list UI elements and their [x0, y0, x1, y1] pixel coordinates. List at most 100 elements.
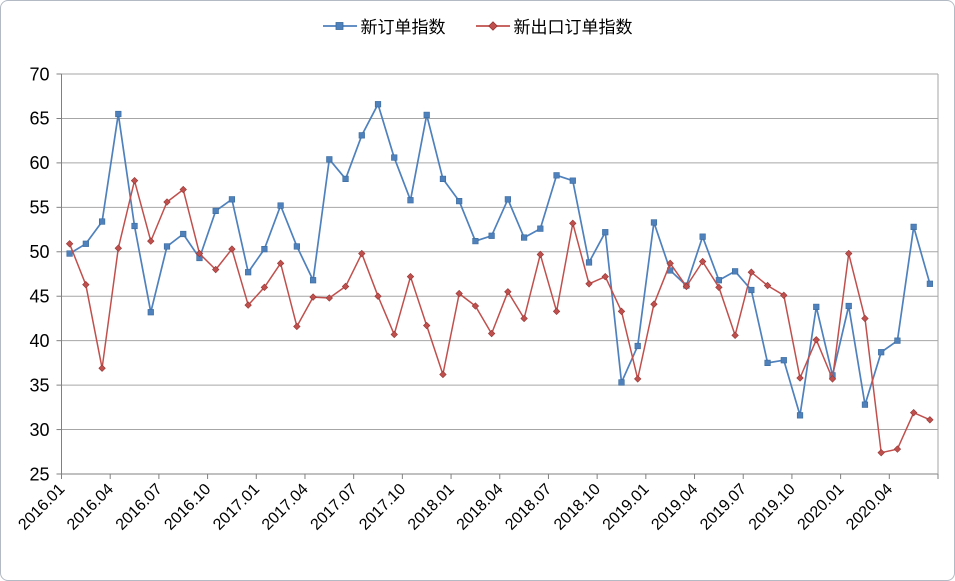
legend-item-new-orders: 新订单指数	[322, 13, 446, 38]
data-point-marker	[309, 293, 317, 301]
data-point-marker	[585, 280, 593, 288]
data-point-marker	[813, 303, 820, 310]
data-point-marker	[66, 250, 73, 257]
data-point-marker	[520, 234, 528, 241]
legend-item-new-export-orders: 新出口订单指数	[475, 13, 633, 38]
data-point-marker	[828, 375, 837, 383]
data-point-marker	[747, 268, 756, 276]
data-point-marker	[277, 202, 284, 209]
data-point-marker	[748, 286, 755, 294]
data-point-marker	[763, 281, 772, 290]
data-point-marker	[163, 243, 171, 250]
data-point-marker	[585, 259, 593, 266]
data-point-marker	[472, 238, 479, 245]
data-point-marker	[698, 257, 707, 266]
data-point-marker	[163, 198, 171, 206]
data-point-marker	[212, 207, 219, 214]
x-tick-label: 2019.04	[648, 481, 701, 534]
data-point-marker	[732, 268, 739, 275]
data-point-marker	[245, 269, 252, 276]
data-point-marker	[98, 218, 106, 225]
data-point-marker	[877, 448, 885, 457]
data-point-marker	[374, 292, 382, 300]
y-tick-label: 45	[29, 287, 49, 307]
data-point-marker	[130, 176, 139, 185]
data-point-marker	[894, 337, 901, 344]
data-point-marker	[114, 244, 122, 252]
legend-marker-new-export-orders-icon	[475, 20, 510, 31]
series-new-export-orders	[65, 176, 934, 457]
data-point-marker	[569, 219, 577, 228]
y-tick-label: 65	[29, 109, 49, 129]
x-tick-label: 2020.04	[843, 481, 896, 534]
series-new-orders	[66, 101, 933, 419]
y-tick-label: 25	[29, 464, 49, 484]
data-point-marker	[212, 265, 220, 274]
data-point-marker	[812, 336, 820, 344]
data-point-marker	[98, 364, 106, 372]
data-point-marker	[293, 322, 301, 331]
x-tick-label: 2017.07	[308, 481, 361, 534]
data-point-marker	[456, 198, 463, 205]
y-tick-label: 50	[29, 242, 49, 262]
series-line	[68, 179, 931, 454]
data-point-marker	[406, 272, 415, 281]
data-point-marker	[131, 222, 138, 230]
data-point-marker	[780, 357, 787, 364]
data-point-marker	[439, 370, 447, 379]
data-point-marker	[845, 249, 853, 258]
data-point-marker	[650, 219, 658, 226]
x-tick-label: 2016.07	[113, 481, 166, 534]
data-point-marker	[861, 314, 869, 323]
data-point-marker	[358, 132, 365, 139]
data-point-marker	[179, 185, 187, 194]
x-axis-labels: 2016.012016.042016.072016.102017.012017.…	[15, 481, 896, 534]
x-axis-ticks	[61, 474, 939, 479]
data-point-marker	[601, 272, 609, 281]
data-point-marker	[423, 111, 430, 118]
data-point-marker	[537, 225, 544, 232]
legend: 新订单指数 新出口订单指数	[322, 13, 633, 38]
data-point-marker	[617, 307, 626, 316]
x-tick-label: 2018.10	[551, 481, 604, 534]
data-point-marker	[845, 302, 852, 310]
legend-label-new-orders: 新订单指数	[360, 18, 446, 37]
y-tick-label: 60	[29, 153, 49, 173]
data-point-marker	[731, 331, 739, 340]
x-tick-label: 2016.01	[15, 481, 68, 534]
data-point-marker	[488, 232, 495, 239]
data-point-marker	[634, 342, 641, 350]
data-point-marker	[407, 197, 414, 204]
data-point-marker	[82, 280, 90, 289]
data-point-marker	[276, 259, 285, 268]
data-point-marker	[65, 240, 74, 248]
data-point-marker	[325, 294, 333, 302]
data-point-marker	[358, 249, 366, 258]
data-point-marker	[780, 291, 788, 300]
data-point-marker	[244, 301, 252, 309]
data-point-marker	[471, 302, 480, 310]
legend-label-new-export-orders: 新出口订单指数	[513, 18, 633, 37]
x-tick-label: 2020.01	[795, 481, 848, 534]
data-point-marker	[926, 280, 933, 287]
data-point-marker	[796, 374, 804, 382]
data-point-marker	[147, 237, 155, 245]
data-point-marker	[552, 307, 561, 316]
data-point-marker	[682, 282, 691, 291]
data-point-marker	[228, 245, 236, 253]
x-tick-label: 2016.10	[161, 481, 214, 534]
x-tick-label: 2018.01	[405, 481, 458, 534]
y-tick-label: 40	[29, 331, 49, 351]
data-point-marker	[326, 156, 333, 163]
data-point-marker	[82, 240, 89, 247]
legend-marker-new-orders-icon	[322, 21, 357, 30]
data-point-marker	[926, 416, 934, 424]
data-point-marker	[715, 277, 722, 284]
data-point-marker	[342, 175, 349, 182]
data-point-marker	[796, 412, 804, 419]
data-point-marker	[699, 233, 706, 240]
data-point-marker	[715, 283, 723, 292]
data-point-marker	[569, 177, 576, 184]
x-tick-label: 2017.01	[210, 481, 263, 534]
data-point-marker	[504, 288, 512, 296]
